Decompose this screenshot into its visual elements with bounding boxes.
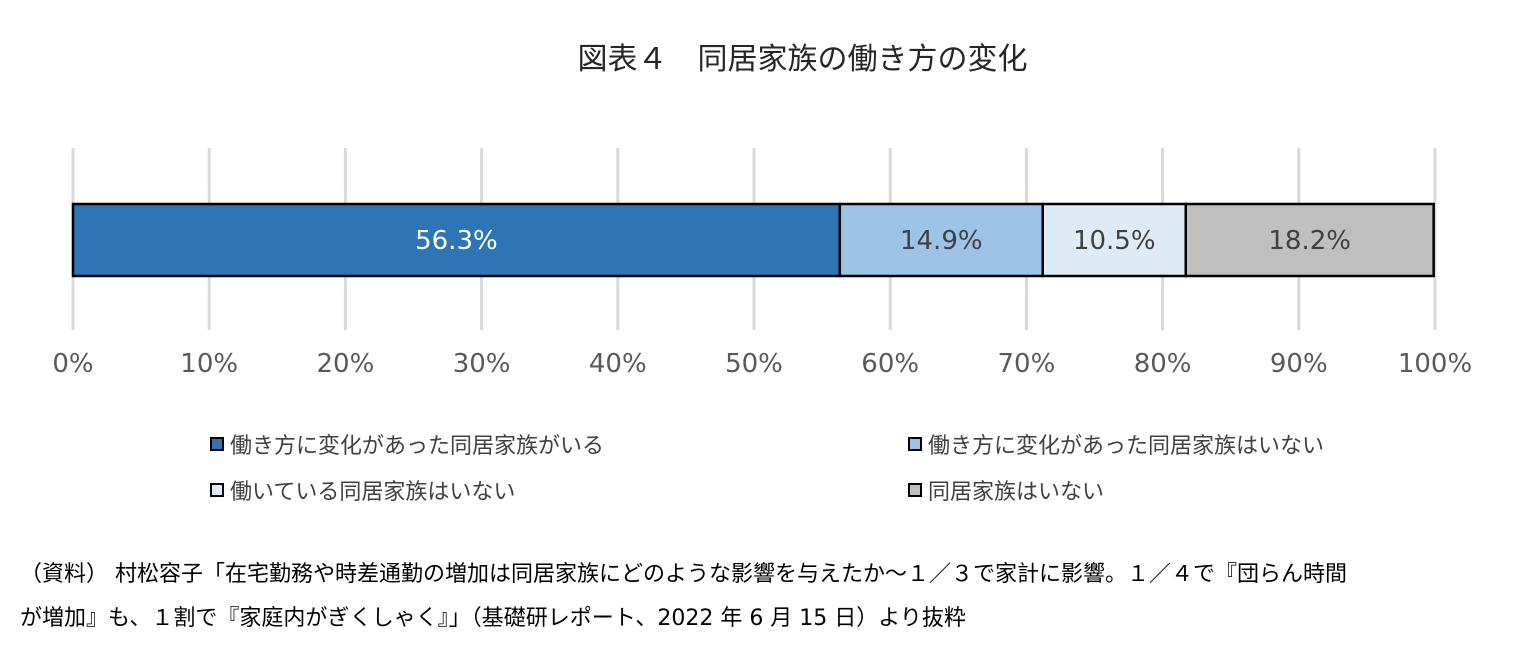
- legend-swatch-1: [908, 437, 922, 451]
- data-label-1: 14.9%: [900, 226, 983, 256]
- x-tick-label-10: 100%: [1398, 349, 1472, 379]
- data-label-2: 10.5%: [1073, 226, 1156, 256]
- chart-title: 図表４ 同居家族の働き方の変化: [577, 42, 1028, 77]
- data-label-0: 56.3%: [415, 226, 498, 256]
- legend-swatch-0: [210, 437, 224, 451]
- data-label-3: 18.2%: [1268, 226, 1351, 256]
- legend-label-3: 同居家族はいない: [928, 480, 1105, 505]
- bar-segment-3: [1184, 202, 1435, 278]
- x-tick-label-2: 20%: [317, 349, 375, 379]
- legend-swatch-2: [210, 483, 224, 497]
- x-tick-label-6: 60%: [861, 349, 919, 379]
- data-labels: 56.3% 14.9% 10.5% 18.2%: [415, 226, 1351, 256]
- x-tick-label-7: 70%: [998, 349, 1056, 379]
- x-tick-label-8: 80%: [1134, 349, 1192, 379]
- legend-label-2: 働いている同居家族はいない: [230, 480, 516, 505]
- legend-label-0: 働き方に変化があった同居家族がいる: [230, 434, 605, 459]
- x-axis-tick-labels: 0% 10% 20% 30% 40% 50% 60% 70% 80% 90% 100%: [52, 349, 1472, 379]
- source-note-line-2: が増加』も、１割で『家庭内がぎくしゃく』」（基礎研レポート、2022 年 6 月…: [20, 606, 966, 631]
- bar-segments: [71, 202, 1435, 278]
- x-tick-label-5: 50%: [725, 349, 783, 379]
- stacked-bar-chart: 56.3% 14.9% 10.5% 18.2% 0% 10% 20% 30% 40% 50% 60…: [52, 148, 1472, 379]
- legend-label-1: 働き方に変化があった同居家族はいない: [928, 434, 1325, 459]
- legend-item-2: 働いている同居家族はいない: [210, 474, 515, 506]
- x-tick-label-3: 30%: [453, 349, 511, 379]
- legend-item-3: 同居家族はいない: [908, 474, 1104, 506]
- x-tick-label-0: 0%: [52, 349, 93, 379]
- legend-item-1: 働き方に変化があった同居家族はいない: [908, 428, 1324, 460]
- source-note-line-1: （資料） 村松容子「在宅勤務や時差通勤の増加は同居家族にどのような影響を与えたか…: [20, 562, 1347, 587]
- legend-swatch-3: [908, 483, 922, 497]
- x-tick-label-1: 10%: [180, 349, 238, 379]
- x-tick-label-4: 40%: [589, 349, 647, 379]
- x-tick-label-9: 90%: [1270, 349, 1328, 379]
- legend-item-0: 働き方に変化があった同居家族がいる: [210, 428, 604, 460]
